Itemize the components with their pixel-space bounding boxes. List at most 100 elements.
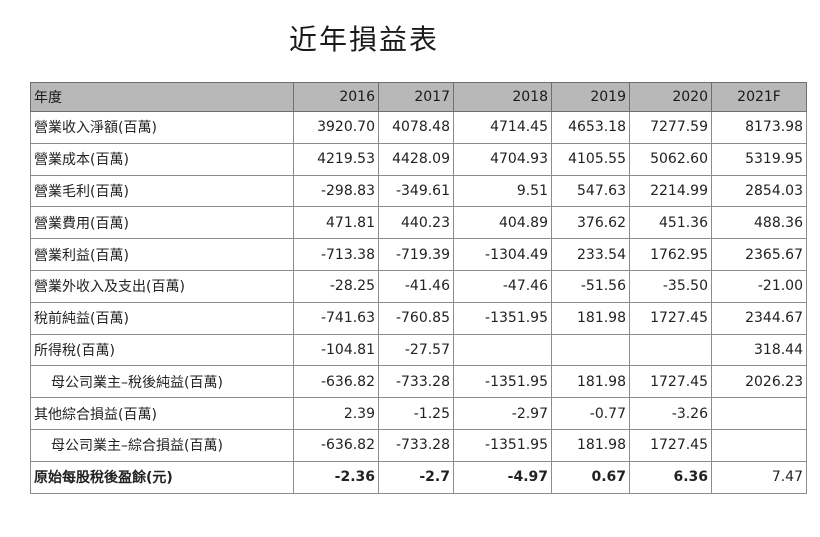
table-row: 母公司業主–稅後純益(百萬) -636.82 -733.28 -1351.95 … <box>30 365 807 399</box>
header-label-year: 年度 <box>30 82 294 112</box>
table-cell: -2.36 <box>293 460 379 494</box>
table-cell: 1727.45 <box>629 301 712 335</box>
header-year: 2019 <box>551 82 630 112</box>
row-label: 所得稅(百萬) <box>30 333 294 367</box>
row-label: 營業收入淨額(百萬) <box>30 111 294 144</box>
table-cell: -760.85 <box>378 301 454 335</box>
table-cell: 2344.67 <box>711 301 807 335</box>
table-cell <box>551 333 630 367</box>
row-label: 其他綜合損益(百萬) <box>30 397 294 430</box>
table-cell: -1351.95 <box>453 365 552 399</box>
table-cell: -349.61 <box>378 174 454 208</box>
row-label: 營業外收入及支出(百萬) <box>30 269 294 303</box>
table-cell: 233.54 <box>551 238 630 271</box>
table-cell: -636.82 <box>293 428 379 462</box>
table-cell: -28.25 <box>293 269 379 303</box>
table-cell: -1304.49 <box>453 238 552 271</box>
table-cell: -104.81 <box>293 333 379 367</box>
table-cell: -2.97 <box>453 397 552 430</box>
table-cell: -41.46 <box>378 269 454 303</box>
table-cell: 0.67 <box>551 460 630 494</box>
table-cell: -733.28 <box>378 428 454 462</box>
table-cell: 4653.18 <box>551 111 630 144</box>
row-label: 營業成本(百萬) <box>30 142 294 176</box>
table-cell: -0.77 <box>551 397 630 430</box>
header-year: 2016 <box>293 82 379 112</box>
table-row: 營業成本(百萬) 4219.53 4428.09 4704.93 4105.55… <box>30 142 807 176</box>
table-cell: 181.98 <box>551 365 630 399</box>
header-year: 2020 <box>629 82 712 112</box>
table-row: 營業外收入及支出(百萬) -28.25 -41.46 -47.46 -51.56… <box>30 269 807 303</box>
table-cell: 2.39 <box>293 397 379 430</box>
table-cell: 1727.45 <box>629 428 712 462</box>
row-label: 母公司業主–綜合損益(百萬) <box>30 428 294 462</box>
table-cell: 471.81 <box>293 206 379 240</box>
header-year: 2018 <box>453 82 552 112</box>
table-cell: 4105.55 <box>551 142 630 176</box>
table-cell: -1351.95 <box>453 428 552 462</box>
table-cell: -1.25 <box>378 397 454 430</box>
table-cell: 547.63 <box>551 174 630 208</box>
table-row: 營業利益(百萬) -713.38 -719.39 -1304.49 233.54… <box>30 238 807 271</box>
table-cell: -4.97 <box>453 460 552 494</box>
table-cell: -51.56 <box>551 269 630 303</box>
table-cell: 4219.53 <box>293 142 379 176</box>
table-cell: 2365.67 <box>711 238 807 271</box>
table-cell: -733.28 <box>378 365 454 399</box>
page-title: 近年損益表 <box>288 23 439 56</box>
table-row: 稅前純益(百萬) -741.63 -760.85 -1351.95 181.98… <box>30 301 807 335</box>
header-year: 2021F <box>711 82 807 112</box>
table-cell: 181.98 <box>551 301 630 335</box>
table-cell: -713.38 <box>293 238 379 271</box>
row-label: 稅前純益(百萬) <box>30 301 294 335</box>
row-label: 原始每股稅後盈餘(元) <box>30 460 294 494</box>
row-label: 營業利益(百萬) <box>30 238 294 271</box>
table-cell: 4078.48 <box>378 111 454 144</box>
table-cell: 5062.60 <box>629 142 712 176</box>
table-cell: -741.63 <box>293 301 379 335</box>
table-cell: 181.98 <box>551 428 630 462</box>
table-row: 其他綜合損益(百萬) 2.39 -1.25 -2.97 -0.77 -3.26 <box>30 397 807 430</box>
table-header-row: 年度 2016 2017 2018 2019 2020 2021F <box>30 82 807 112</box>
table-cell: 318.44 <box>711 333 807 367</box>
table-cell: 7.47 <box>711 460 807 494</box>
table-cell: -35.50 <box>629 269 712 303</box>
row-label: 母公司業主–稅後純益(百萬) <box>30 365 294 399</box>
table-cell: 6.36 <box>629 460 712 494</box>
table-cell: -719.39 <box>378 238 454 271</box>
table-cell: -2.7 <box>378 460 454 494</box>
table-cell: -47.46 <box>453 269 552 303</box>
table-row: 所得稅(百萬) -104.81 -27.57 318.44 <box>30 333 807 367</box>
table-cell <box>453 333 552 367</box>
table-cell <box>711 397 807 430</box>
table-row: 原始每股稅後盈餘(元) -2.36 -2.7 -4.97 0.67 6.36 7… <box>30 460 807 494</box>
table-cell: 2026.23 <box>711 365 807 399</box>
table-cell: 451.36 <box>629 206 712 240</box>
row-label: 營業毛利(百萬) <box>30 174 294 208</box>
table-row: 母公司業主–綜合損益(百萬) -636.82 -733.28 -1351.95 … <box>30 428 807 462</box>
table-cell: 3920.70 <box>293 111 379 144</box>
table-cell: 8173.98 <box>711 111 807 144</box>
table-row: 營業毛利(百萬) -298.83 -349.61 9.51 547.63 221… <box>30 174 807 208</box>
income-statement-table: 年度 2016 2017 2018 2019 2020 2021F 營業收入淨額… <box>30 82 807 494</box>
table-row: 營業費用(百萬) 471.81 440.23 404.89 376.62 451… <box>30 206 807 240</box>
table-cell: 404.89 <box>453 206 552 240</box>
table-cell: 1762.95 <box>629 238 712 271</box>
table-cell: 4428.09 <box>378 142 454 176</box>
table-cell: 7277.59 <box>629 111 712 144</box>
table-row: 營業收入淨額(百萬) 3920.70 4078.48 4714.45 4653.… <box>30 111 807 144</box>
table-cell: 4704.93 <box>453 142 552 176</box>
table-cell: -298.83 <box>293 174 379 208</box>
table-cell: 440.23 <box>378 206 454 240</box>
row-label: 營業費用(百萬) <box>30 206 294 240</box>
table-cell: -1351.95 <box>453 301 552 335</box>
table-cell: -21.00 <box>711 269 807 303</box>
table-cell <box>711 428 807 462</box>
header-year: 2017 <box>378 82 454 112</box>
table-cell: 488.36 <box>711 206 807 240</box>
table-cell: 2854.03 <box>711 174 807 208</box>
table-cell: 4714.45 <box>453 111 552 144</box>
table-cell: 1727.45 <box>629 365 712 399</box>
table-cell: -3.26 <box>629 397 712 430</box>
table-cell <box>629 333 712 367</box>
